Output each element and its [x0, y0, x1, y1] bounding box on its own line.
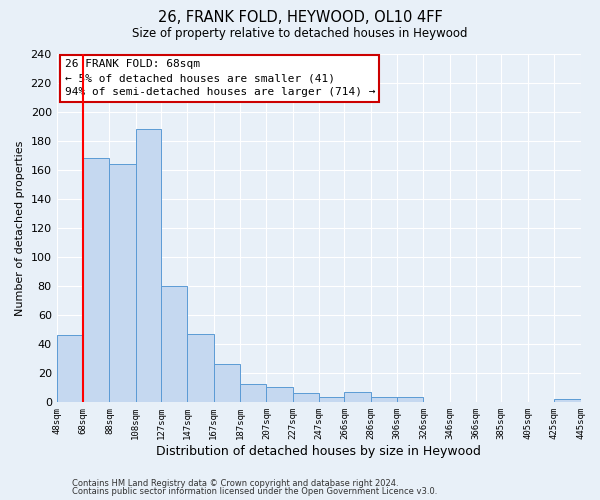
Bar	[266, 388, 293, 402]
Bar	[214, 364, 240, 402]
Bar	[83, 158, 109, 402]
Bar	[187, 334, 214, 402]
X-axis label: Distribution of detached houses by size in Heywood: Distribution of detached houses by size …	[156, 444, 481, 458]
Bar	[240, 384, 266, 402]
Bar	[161, 286, 187, 402]
Bar	[109, 164, 136, 402]
Bar	[56, 335, 83, 402]
Text: Size of property relative to detached houses in Heywood: Size of property relative to detached ho…	[132, 28, 468, 40]
Bar	[136, 130, 161, 402]
Text: 26 FRANK FOLD: 68sqm
← 5% of detached houses are smaller (41)
94% of semi-detach: 26 FRANK FOLD: 68sqm ← 5% of detached ho…	[65, 59, 375, 97]
Text: 26, FRANK FOLD, HEYWOOD, OL10 4FF: 26, FRANK FOLD, HEYWOOD, OL10 4FF	[158, 10, 442, 25]
Bar	[397, 398, 424, 402]
Text: Contains public sector information licensed under the Open Government Licence v3: Contains public sector information licen…	[72, 487, 437, 496]
Y-axis label: Number of detached properties: Number of detached properties	[15, 140, 25, 316]
Bar	[371, 398, 397, 402]
Bar	[319, 398, 344, 402]
Bar	[344, 392, 371, 402]
Text: Contains HM Land Registry data © Crown copyright and database right 2024.: Contains HM Land Registry data © Crown c…	[72, 478, 398, 488]
Bar	[293, 393, 319, 402]
Bar	[554, 399, 581, 402]
